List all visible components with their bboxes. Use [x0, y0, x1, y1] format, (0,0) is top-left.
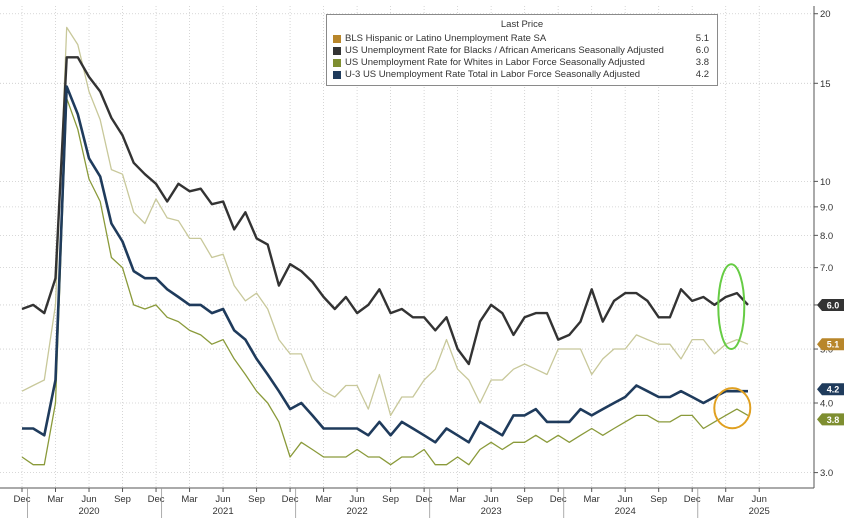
x-tick-label: Dec: [684, 494, 701, 505]
legend-swatch-total: [333, 71, 341, 79]
x-tick-label: Jun: [81, 494, 96, 505]
last-value-tag-background: [817, 338, 844, 351]
x-tick-label: Mar: [449, 494, 465, 505]
last-value-tag-total: 4.2: [817, 383, 844, 396]
x-tick-label: Mar: [47, 494, 63, 505]
x-year-label: 2021: [212, 506, 233, 517]
series-line-hispanic: [21, 26, 749, 417]
y-tick-label: 10: [820, 177, 831, 188]
series-line-black: [21, 56, 749, 366]
x-year-label: 2025: [749, 506, 770, 517]
last-value-tag-text: 5.1: [827, 340, 840, 350]
x-tick-label: Sep: [650, 494, 667, 505]
legend: Last Price BLS Hispanic or Latino Unempl…: [326, 14, 718, 86]
x-tick-label: Jun: [349, 494, 364, 505]
x-tick-label: Sep: [114, 494, 131, 505]
legend-label-white: US Unemployment Rate for Whites in Labor…: [345, 57, 645, 68]
last-value-tag-background: [817, 298, 844, 311]
legend-swatch-white: [333, 59, 341, 67]
y-tick-label: 4.0: [820, 399, 833, 410]
legend-label-total: U-3 US Unemployment Rate Total in Labor …: [345, 69, 641, 80]
legend-value-hispanic: 5.1: [695, 33, 709, 44]
legend-swatch-hispanic: [333, 35, 341, 43]
legend-value-total: 4.2: [695, 69, 709, 80]
x-tick-label: Jun: [618, 494, 633, 505]
x-year-label: 2023: [481, 506, 502, 517]
legend-item-hispanic: BLS Hispanic or Latino Unemployment Rate…: [333, 33, 709, 45]
legend-label-hispanic: BLS Hispanic or Latino Unemployment Rate…: [345, 33, 547, 44]
last-value-tag-white: 3.8: [817, 413, 844, 426]
y-tick-label: 7.0: [820, 263, 833, 274]
y-tick-label: 3.0: [820, 468, 833, 479]
legend-value-white: 3.8: [695, 57, 709, 68]
y-tick-label: 9.0: [820, 202, 833, 213]
x-axis: Dec Mar Jun Sep Dec Mar Jun Sep Dec Mar Jun Sep Dec M…: [0, 487, 814, 518]
highlight-ellipse-orange: [713, 387, 752, 430]
x-tick-label: Jun: [483, 494, 498, 505]
y-tick-label: 20: [820, 9, 831, 20]
last-value-tag-background: [817, 413, 844, 426]
x-tick-label: Jun: [752, 494, 767, 505]
last-value-tag-hispanic: 5.1: [817, 338, 844, 351]
x-tick-label: Sep: [248, 494, 265, 505]
x-tick-label: Dec: [550, 494, 567, 505]
x-tick-label: Sep: [516, 494, 533, 505]
last-value-labels: 5.1 6.0 3.8 4.2: [817, 298, 844, 426]
x-tick-label: Dec: [416, 494, 433, 505]
legend-title: Last Price: [500, 19, 544, 30]
last-value-tag-text: 4.2: [827, 385, 840, 395]
legend-swatch-black: [333, 47, 341, 55]
y-tick-label: 15: [820, 79, 831, 90]
x-tick-label: Mar: [583, 494, 599, 505]
legend-item-white: US Unemployment Rate for Whites in Labor…: [333, 57, 709, 69]
x-tick-label: Dec: [148, 494, 165, 505]
x-tick-label: Mar: [181, 494, 197, 505]
grid-lines: [0, 6, 814, 488]
x-tick-label: Sep: [382, 494, 399, 505]
x-tick-label: Dec: [282, 494, 299, 505]
series-line-white: [21, 97, 749, 466]
legend-item-black: US Unemployment Rate for Blacks / Africa…: [333, 45, 709, 57]
last-value-tag-black: 6.0: [817, 298, 844, 311]
x-year-label: 2020: [78, 506, 99, 517]
legend-item-total: U-3 US Unemployment Rate Total in Labor …: [333, 69, 709, 81]
last-value-tag-background: [817, 383, 844, 396]
x-year-label: 2024: [615, 506, 636, 517]
legend-value-black: 6.0: [695, 45, 709, 56]
series-lines: [21, 26, 749, 466]
x-year-label: 2022: [347, 506, 368, 517]
last-value-tag-text: 3.8: [827, 415, 840, 425]
x-tick-label: Jun: [215, 494, 230, 505]
x-tick-label: Mar: [315, 494, 331, 505]
legend-label-black: US Unemployment Rate for Blacks / Africa…: [345, 45, 664, 56]
highlight-ellipses: [713, 263, 752, 430]
last-value-tag-text: 6.0: [827, 300, 840, 310]
x-tick-label: Mar: [718, 494, 734, 505]
x-tick-label: Dec: [14, 494, 31, 505]
series-line-total: [22, 85, 748, 444]
y-tick-label: 8.0: [820, 231, 833, 242]
highlight-ellipse-green: [717, 263, 746, 351]
